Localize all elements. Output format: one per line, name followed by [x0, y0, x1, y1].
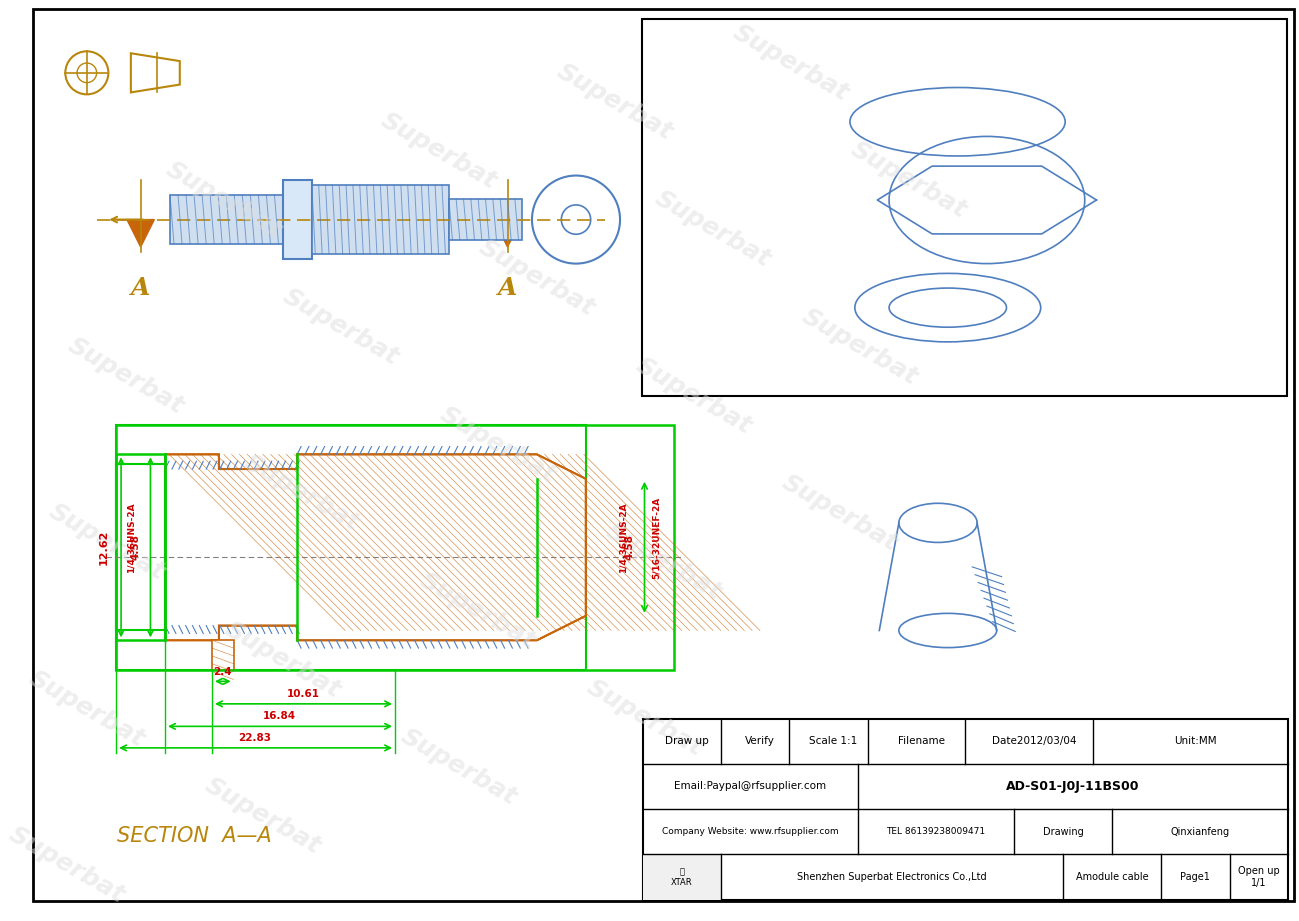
Bar [116, 425, 586, 670]
Text: Superbat: Superbat [416, 568, 540, 654]
Text: Superbat: Superbat [64, 333, 188, 419]
Text: Qinxianfeng: Qinxianfeng [1170, 827, 1230, 836]
Text: A: A [131, 276, 151, 300]
Polygon shape [212, 640, 234, 670]
Text: Superbat: Superbat [729, 20, 853, 106]
Text: 2.4: 2.4 [213, 668, 233, 678]
Text: 1/4-36UNS-2A: 1/4-36UNS-2A [618, 502, 627, 573]
Text: 10.61: 10.61 [287, 689, 320, 699]
Text: Superbat: Superbat [435, 402, 560, 487]
Text: Date2012/03/04: Date2012/03/04 [991, 736, 1076, 746]
Text: Scale 1:1: Scale 1:1 [809, 736, 857, 746]
Text: 4.58: 4.58 [625, 534, 635, 560]
Text: Superbat: Superbat [161, 157, 286, 243]
Text: Company Website: www.rfsupplier.com: Company Website: www.rfsupplier.com [661, 827, 838, 836]
Bar [642, 19, 1287, 396]
Text: Verify: Verify [746, 736, 776, 746]
Text: Shenzhen Superbat Electronics Co.,Ltd: Shenzhen Superbat Electronics Co.,Ltd [798, 872, 987, 882]
Text: Superbat: Superbat [778, 471, 903, 556]
Text: Superbat: Superbat [221, 617, 344, 703]
Bar [116, 464, 165, 631]
Bar [449, 199, 522, 240]
Bar [282, 181, 312, 259]
Bar [643, 855, 721, 900]
Text: Superbat: Superbat [798, 304, 922, 390]
Bar [170, 195, 282, 244]
Text: Superbat: Superbat [651, 187, 776, 273]
Polygon shape [165, 454, 586, 640]
Text: Superbat: Superbat [279, 285, 404, 370]
Text: Unit:MM: Unit:MM [1174, 736, 1217, 746]
Text: Superbat: Superbat [582, 676, 707, 762]
Text: 1/4-36UNS-2A: 1/4-36UNS-2A [126, 502, 135, 573]
Text: Page1: Page1 [1181, 872, 1211, 882]
Text: 🔧
XTAR: 🔧 XTAR [670, 868, 692, 887]
Text: 22.83: 22.83 [239, 733, 271, 743]
Text: Superbat: Superbat [601, 519, 726, 605]
Bar [116, 454, 165, 640]
Text: Superbat: Superbat [201, 774, 325, 859]
Text: Superbat: Superbat [631, 353, 756, 438]
Text: SECTION  A—A: SECTION A—A [117, 826, 271, 845]
Text: Superbat: Superbat [847, 137, 970, 223]
Bar [643, 718, 1289, 900]
Text: Superbat: Superbat [377, 109, 501, 194]
Text: Superbat: Superbat [5, 822, 130, 908]
Polygon shape [494, 219, 521, 247]
Text: Superbat: Superbat [25, 666, 149, 752]
Text: 5/16-32UNEF-2A: 5/16-32UNEF-2A [652, 496, 661, 578]
Text: TEL 86139238009471: TEL 86139238009471 [886, 827, 986, 836]
Text: A: A [498, 276, 517, 300]
Text: 12.62: 12.62 [99, 530, 108, 565]
Text: AD-S01-J0J-11BS00: AD-S01-J0J-11BS00 [1007, 780, 1139, 793]
Text: Amodule cable: Amodule cable [1076, 872, 1148, 882]
Text: Drawing: Drawing [1043, 827, 1083, 836]
Text: Draw up: Draw up [665, 736, 708, 746]
Text: Email:Paypal@rfsupplier.com: Email:Paypal@rfsupplier.com [674, 781, 826, 791]
Text: Filename: Filename [898, 736, 944, 746]
Text: Open up
1/1: Open up 1/1 [1238, 866, 1280, 888]
Bar [116, 425, 674, 670]
Text: Superbat: Superbat [240, 450, 364, 536]
Text: 16.84: 16.84 [262, 711, 296, 721]
Polygon shape [127, 219, 155, 247]
Text: Superbat: Superbat [44, 499, 169, 585]
Text: Superbat: Superbat [396, 725, 521, 810]
Text: Superbat: Superbat [474, 236, 599, 321]
Bar [312, 185, 449, 254]
Text: 4.58: 4.58 [131, 534, 140, 560]
Text: Superbat: Superbat [553, 59, 677, 145]
